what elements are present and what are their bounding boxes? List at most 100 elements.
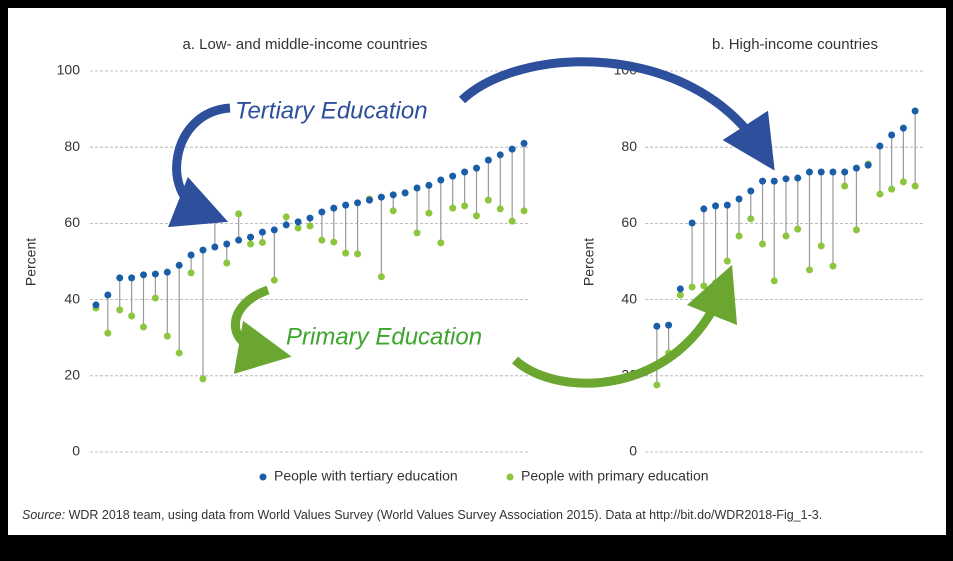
dot: [188, 252, 195, 259]
dot: [912, 183, 919, 190]
dot: [271, 226, 278, 233]
dot: [521, 207, 528, 214]
source-label: Source:: [22, 508, 65, 522]
dot: [653, 381, 660, 388]
dot: [806, 168, 813, 175]
dot: [116, 306, 123, 313]
y-tick-label: 20: [64, 367, 80, 383]
dot: [211, 244, 218, 251]
dot: [759, 240, 766, 247]
dot: [449, 205, 456, 212]
y-tick-label: 40: [64, 290, 80, 306]
dot: [354, 199, 361, 206]
dot: [152, 271, 159, 278]
dot: [783, 175, 790, 182]
dot: [771, 277, 778, 284]
dot: [888, 186, 895, 193]
dot: [794, 175, 801, 182]
dot: [330, 239, 337, 246]
dot: [759, 178, 766, 185]
dot: [318, 208, 325, 215]
y-tick-label: 0: [629, 443, 637, 459]
dot: [485, 197, 492, 204]
legend-marker: [507, 474, 514, 481]
dot: [700, 282, 707, 289]
y-tick-label: 80: [64, 138, 80, 154]
dot: [176, 349, 183, 356]
dot: [665, 322, 672, 329]
annotation: Primary Education: [286, 323, 482, 350]
dot: [223, 240, 230, 247]
dot: [92, 301, 99, 308]
source: Source: WDR 2018 team, using data from W…: [22, 508, 822, 522]
legend-label: People with tertiary education: [274, 468, 458, 484]
dot: [876, 143, 883, 150]
dot: [390, 191, 397, 198]
dot: [461, 202, 468, 209]
dot: [724, 258, 731, 265]
dot: [841, 183, 848, 190]
dot: [771, 178, 778, 185]
dot: [188, 269, 195, 276]
dot: [247, 234, 254, 241]
dot: [829, 168, 836, 175]
dot: [876, 191, 883, 198]
dot: [497, 151, 504, 158]
dot: [116, 274, 123, 281]
dot: [259, 229, 266, 236]
y-tick-label: 60: [64, 214, 80, 230]
dot: [414, 184, 421, 191]
dot: [425, 182, 432, 189]
dot: [653, 323, 660, 330]
dot: [783, 232, 790, 239]
dot: [473, 212, 480, 219]
chart-title: a. Low- and middle-income countries: [182, 36, 427, 53]
dot: [235, 210, 242, 217]
y-tick-label: 0: [72, 443, 80, 459]
y-axis-label: Percent: [23, 238, 39, 286]
dot: [425, 210, 432, 217]
dot: [437, 239, 444, 246]
dot: [818, 168, 825, 175]
dot: [378, 273, 385, 280]
y-tick-label: 60: [621, 214, 637, 230]
dot: [307, 215, 314, 222]
y-tick-label: 40: [621, 290, 637, 306]
dot: [164, 269, 171, 276]
dot: [736, 196, 743, 203]
dot: [259, 239, 266, 246]
dot: [509, 146, 516, 153]
dot: [414, 229, 421, 236]
dot: [176, 262, 183, 269]
dot: [841, 168, 848, 175]
dot: [912, 108, 919, 115]
dot: [271, 277, 278, 284]
dot: [223, 260, 230, 267]
dot: [677, 285, 684, 292]
dot: [128, 274, 135, 281]
dot: [747, 188, 754, 195]
y-axis-label: Percent: [581, 238, 597, 286]
dot: [888, 132, 895, 139]
dot: [366, 197, 373, 204]
dot: [330, 205, 337, 212]
dot: [677, 292, 684, 299]
dot: [378, 194, 385, 201]
dot: [283, 221, 290, 228]
dot: [104, 292, 111, 299]
dot: [689, 220, 696, 227]
dot: [437, 176, 444, 183]
dot: [509, 218, 516, 225]
dot: [295, 224, 302, 231]
dot: [865, 162, 872, 169]
dot: [818, 242, 825, 249]
dot: [152, 295, 159, 302]
dot: [700, 205, 707, 212]
dot: [199, 247, 206, 254]
dot: [211, 210, 218, 217]
dot: [140, 271, 147, 278]
dot: [853, 226, 860, 233]
dot: [283, 213, 290, 220]
dot: [747, 215, 754, 222]
dot: [724, 202, 731, 209]
